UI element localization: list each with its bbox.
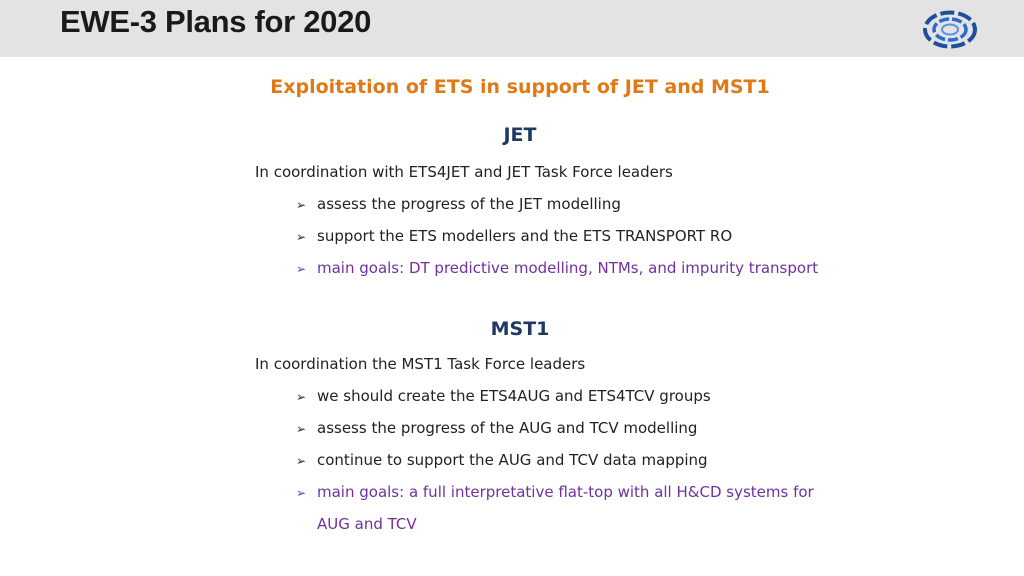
title-bar	[0, 0, 1024, 57]
arrow-bullet-icon: ➢	[296, 454, 307, 468]
slide-title: EWE-3 Plans for 2020	[60, 4, 372, 39]
list-item-text: assess the progress of the JET modelling	[317, 195, 621, 213]
arrow-bullet-icon: ➢	[296, 486, 307, 500]
goal-text: main goals: a full interpretative flat-t…	[317, 483, 814, 501]
arrow-bullet-icon: ➢	[296, 198, 307, 212]
list-item: ➢ assess the progress of the JET modellin…	[296, 195, 621, 213]
arrow-bullet-icon: ➢	[296, 262, 307, 276]
section-heading-mst1: MST1	[490, 318, 550, 340]
list-item: ➢ continue to support the AUG and TCV dat…	[296, 451, 708, 469]
list-item: ➢ we should create the ETS4AUG and ETS4TC…	[296, 387, 711, 405]
arrow-bullet-icon: ➢	[296, 422, 307, 436]
list-item-text: support the ETS modellers and the ETS TR…	[317, 227, 733, 245]
section-intro-mst1: In coordination the MST1 Task Force lead…	[255, 355, 586, 373]
list-item-text: continue to support the AUG and TCV data…	[317, 451, 708, 469]
goal-item-jet: ➢ main goals: DT predictive modelling, NT…	[296, 259, 818, 277]
section-intro-jet: In coordination with ETS4JET and JET Tas…	[255, 163, 673, 181]
arrow-bullet-icon: ➢	[296, 390, 307, 404]
arrow-bullet-icon: ➢	[296, 230, 307, 244]
list-item: ➢ support the ETS modellers and the ETS T…	[296, 227, 732, 245]
goal-text: main goals: DT predictive modelling, NTM…	[317, 259, 819, 277]
list-item-text: assess the progress of the AUG and TCV m…	[317, 419, 698, 437]
section-heading-jet: JET	[503, 124, 537, 146]
list-item-text: we should create the ETS4AUG and ETS4TCV…	[317, 387, 711, 405]
goal-item-mst1: ➢ main goals: a full interpretative flat-…	[296, 483, 814, 501]
goal-continuation-mst1: AUG and TCV	[317, 515, 417, 533]
slide-subtitle: Exploitation of ETS in support of JET an…	[270, 76, 770, 98]
list-item: ➢ assess the progress of the AUG and TCV …	[296, 419, 697, 437]
ring-logo-icon	[923, 10, 977, 49]
